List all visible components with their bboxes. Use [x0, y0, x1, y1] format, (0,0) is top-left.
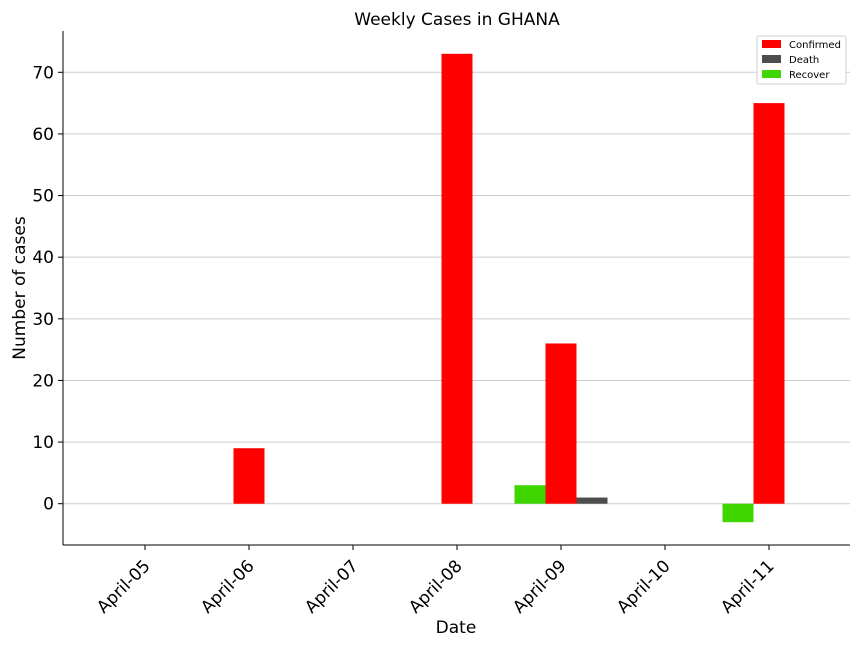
y-tick-label: 50: [32, 187, 54, 207]
x-tick-label: April-08: [405, 556, 466, 617]
bar-confirmed: [233, 448, 265, 504]
bar-recover: [722, 503, 754, 523]
legend-label-recover: Recover: [789, 70, 830, 81]
x-axis-label: Date: [436, 618, 477, 638]
y-tick-label: 10: [32, 433, 54, 453]
x-tick-label: April-11: [717, 556, 778, 617]
x-tick-label: April-10: [613, 556, 674, 617]
legend-label-death: Death: [789, 55, 819, 66]
legend-swatch-death: [762, 55, 781, 63]
bars: [233, 53, 785, 523]
bar-confirmed: [753, 103, 785, 504]
x-tick-label: April-06: [197, 556, 258, 617]
bar-death: [576, 497, 608, 504]
legend: Confirmed Death Recover: [756, 35, 847, 85]
y-tick-label: 0: [43, 495, 54, 515]
y-ticks: 0 10 20 30 40 50 60 70: [32, 63, 63, 515]
x-tick-label: April-09: [509, 556, 570, 617]
x-tick-label: April-07: [301, 556, 362, 617]
y-tick-label: 20: [32, 371, 54, 391]
y-tick-label: 60: [32, 125, 54, 145]
y-tick-label: 40: [32, 248, 54, 268]
x-ticks: April-05 April-06 April-07 April-08 April-09…: [93, 545, 779, 618]
bar-recover: [514, 485, 546, 504]
legend-label-confirmed: Confirmed: [789, 40, 841, 51]
legend-swatch-confirmed: [762, 40, 781, 48]
y-tick-label: 70: [32, 63, 54, 83]
y-tick-label: 30: [32, 310, 54, 330]
bar-confirmed: [545, 343, 577, 504]
bar-confirmed: [441, 53, 473, 504]
chart-title: Weekly Cases in GHANA: [354, 10, 560, 30]
legend-swatch-recover: [762, 70, 781, 78]
y-axis-label: Number of cases: [10, 216, 30, 360]
x-tick-label: April-05: [93, 556, 154, 617]
